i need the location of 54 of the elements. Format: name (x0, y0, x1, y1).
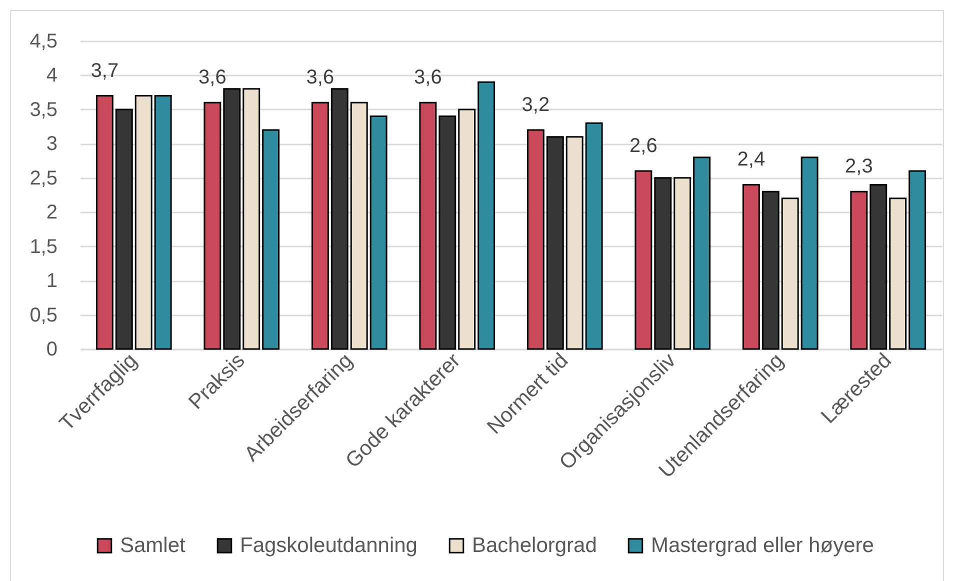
bar (419, 102, 437, 350)
bar (654, 177, 672, 350)
bar (438, 116, 456, 350)
bar (693, 156, 711, 350)
y-tick-label: 2 (46, 202, 58, 224)
data-label: 3,6 (198, 66, 226, 89)
data-label: 2,6 (630, 135, 658, 158)
y-tick-label: 4,5 (30, 30, 58, 52)
y-tick-label: 0 (46, 338, 58, 360)
data-label: 2,4 (737, 148, 766, 171)
y-tick-label: 1 (46, 270, 58, 292)
bar (115, 108, 133, 350)
bar (585, 122, 603, 350)
y-tick-label: 4 (46, 64, 58, 87)
bar (674, 177, 692, 350)
y-tick-label: 0,5 (30, 304, 58, 326)
y-tick-label: 3 (46, 133, 58, 156)
bar (478, 81, 496, 350)
bar (634, 170, 652, 350)
data-label: 2,3 (845, 156, 873, 178)
bar (546, 136, 564, 350)
bar (370, 116, 388, 350)
bar (800, 156, 818, 350)
bar (781, 198, 799, 350)
y-tick-label: 3,5 (30, 98, 58, 121)
data-label: 3,2 (522, 94, 550, 116)
data-label: 3,6 (414, 66, 442, 89)
legend-label: Fagskoleutdanning (240, 534, 418, 557)
bar (154, 95, 172, 350)
bar (870, 184, 888, 350)
bar (458, 108, 476, 350)
bar (762, 190, 780, 350)
legend-label: Samlet (120, 534, 186, 557)
bar (350, 102, 368, 350)
bar (223, 88, 241, 350)
y-tick-label: 2,5 (30, 167, 58, 190)
bar (850, 190, 868, 350)
bar (262, 129, 280, 350)
legend-label: Bachelorgrad (472, 534, 597, 557)
bar (330, 88, 348, 350)
bar (242, 88, 260, 350)
bar (742, 184, 760, 350)
bar (204, 102, 222, 350)
legend-label: Mastergrad eller høyere (651, 534, 874, 557)
bar (311, 102, 329, 350)
bar (134, 95, 152, 350)
data-label: 3,6 (306, 66, 334, 89)
bar (908, 170, 926, 350)
bar (889, 198, 907, 350)
data-label: 3,7 (90, 60, 119, 82)
bar (566, 136, 584, 350)
y-tick-label: 1,5 (30, 236, 58, 258)
bar (526, 129, 544, 350)
bar (96, 95, 114, 350)
